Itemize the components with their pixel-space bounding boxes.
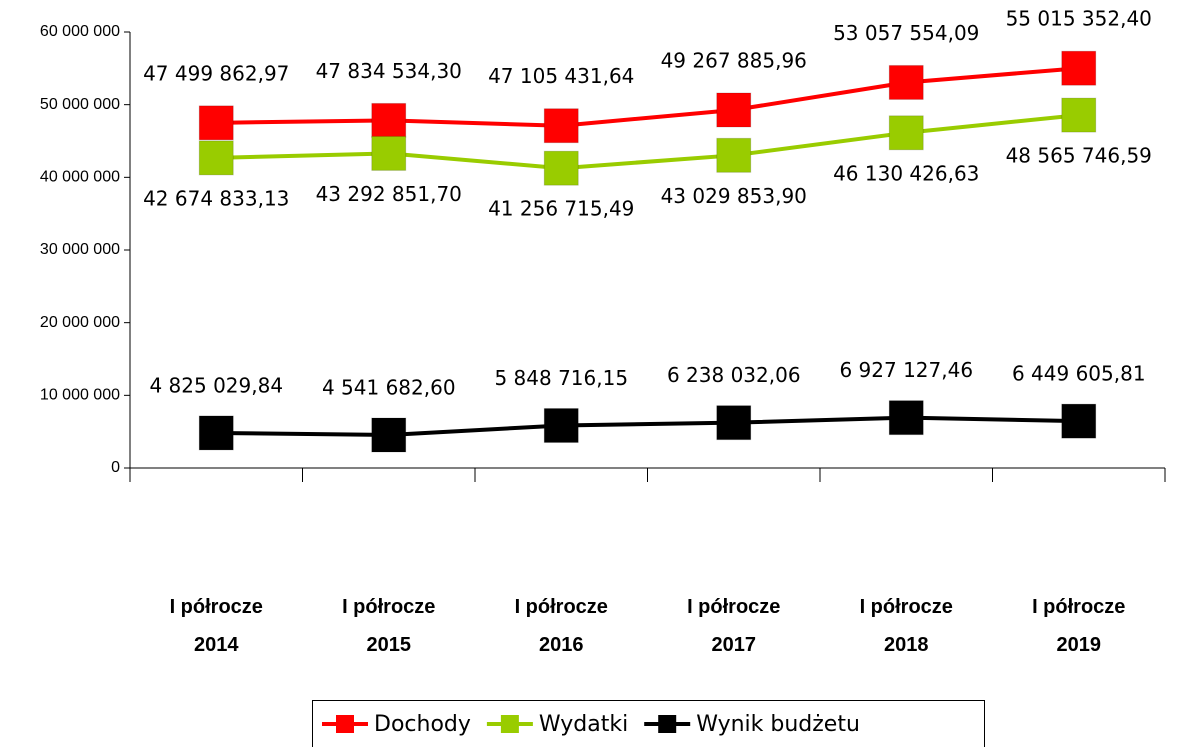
point-marker <box>371 102 407 138</box>
x-tick-label: I półrocze 2018 <box>860 596 953 656</box>
value-label: 49 267 885,96 <box>661 48 807 72</box>
x-tick-label: I półrocze 2015 <box>342 596 435 656</box>
point-marker <box>543 150 579 186</box>
series-line <box>216 113 1079 171</box>
value-label: 47 499 862,97 <box>143 61 289 85</box>
value-label: 42 674 833,13 <box>143 186 289 210</box>
value-label: 5 848 716,15 <box>494 366 628 390</box>
legend: Dochody Wydatki Wynik budżetu <box>312 700 985 751</box>
value-label: 48 565 746,59 <box>1006 144 1152 168</box>
y-tick-label: 40 000 000 <box>40 169 120 186</box>
value-label: 47 105 431,64 <box>488 64 634 88</box>
point-marker <box>1061 403 1097 439</box>
y-tick-label: 50 000 000 <box>40 96 120 113</box>
point-marker <box>198 415 234 451</box>
value-label: 55 015 352,40 <box>1006 7 1152 31</box>
series-line <box>216 415 1079 437</box>
legend-marker <box>658 715 677 733</box>
y-tick-label: 0 <box>111 459 120 476</box>
value-label: 43 292 851,70 <box>316 182 462 206</box>
value-label: 6 238 032,06 <box>667 363 801 387</box>
point-marker <box>198 105 234 141</box>
point-marker <box>1061 50 1097 86</box>
value-label: 4 541 682,60 <box>322 375 456 399</box>
point-marker <box>716 92 752 128</box>
point-marker <box>888 64 924 100</box>
y-tick-label: 10 000 000 <box>40 387 120 404</box>
value-label: 43 029 853,90 <box>661 184 807 208</box>
point-marker <box>1061 97 1097 133</box>
point-marker <box>371 417 407 453</box>
value-label: 4 825 029,84 <box>149 373 283 397</box>
value-label: 6 927 127,46 <box>839 358 973 382</box>
value-label: 6 449 605,81 <box>1012 362 1146 386</box>
x-tick-label: I półrocze 2019 <box>1032 596 1125 656</box>
point-marker <box>543 407 579 443</box>
value-label: 53 057 554,09 <box>833 21 979 45</box>
legend-marker <box>336 715 354 733</box>
x-tick-label: I półrocze 2016 <box>515 596 608 656</box>
point-marker <box>543 108 579 144</box>
legend-label: Wynik budżetu <box>696 712 860 737</box>
legend-marker <box>500 715 519 733</box>
series-line <box>216 66 1079 128</box>
point-marker <box>198 140 234 176</box>
point-marker <box>888 400 924 436</box>
legend-label: Dochody <box>374 712 471 737</box>
point-marker <box>716 405 752 441</box>
y-tick-label: 60 000 000 <box>40 23 120 40</box>
legend-label: Wydatki <box>539 712 628 737</box>
point-marker <box>716 137 752 173</box>
value-label: 41 256 715,49 <box>488 197 634 221</box>
point-marker <box>888 115 924 151</box>
x-tick-label: I półrocze 2017 <box>687 596 780 656</box>
point-marker <box>371 135 407 171</box>
y-tick-label: 20 000 000 <box>40 314 120 331</box>
x-tick-label: I półrocze 2014 <box>170 596 263 656</box>
value-label: 47 834 534,30 <box>316 59 462 83</box>
y-tick-label: 30 000 000 <box>40 241 120 258</box>
value-label: 46 130 426,63 <box>833 161 979 185</box>
